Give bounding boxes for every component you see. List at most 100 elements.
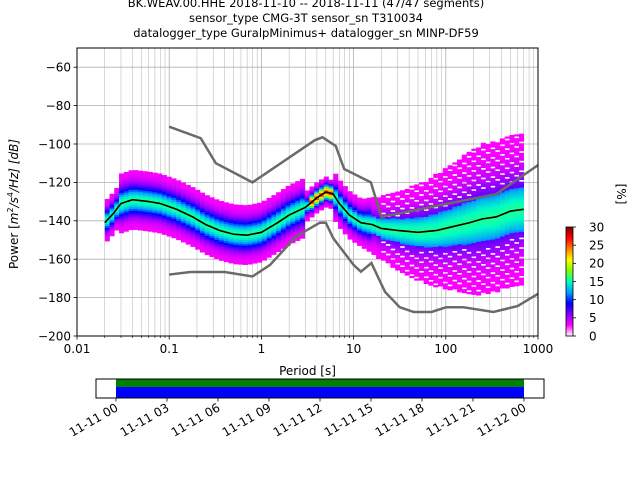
density-cell — [376, 239, 382, 242]
density-cell — [280, 215, 286, 219]
density-cell — [328, 197, 334, 200]
density-cell — [180, 213, 186, 216]
density-cell — [518, 154, 525, 157]
density-cell — [109, 220, 115, 223]
density-cell — [128, 212, 134, 215]
density-cell — [190, 187, 196, 190]
density-cell — [428, 212, 434, 215]
density-cell — [452, 195, 458, 198]
density-cell — [414, 236, 420, 239]
density-cell — [490, 177, 496, 181]
density-cell — [238, 239, 244, 242]
density-cell — [476, 222, 482, 225]
density-cell — [509, 259, 515, 262]
density-cell — [266, 224, 272, 228]
density-cell — [442, 219, 448, 223]
density-cell — [452, 256, 458, 259]
density-cell — [438, 242, 444, 245]
density-cell — [190, 189, 196, 192]
density-cell — [171, 222, 177, 225]
density-cell — [380, 210, 386, 213]
density-cell — [433, 179, 439, 182]
density-cell — [418, 264, 425, 268]
density-cell — [499, 140, 505, 143]
density-cell — [295, 231, 301, 234]
density-cell — [147, 181, 153, 184]
density-cell — [414, 218, 420, 222]
density-cell — [323, 178, 329, 181]
density-cell — [414, 222, 420, 225]
density-cell — [499, 207, 505, 210]
density-cell — [166, 188, 172, 191]
density-cell — [385, 197, 391, 200]
density-cell — [176, 199, 182, 202]
density-cell — [404, 221, 410, 224]
density-cell — [442, 233, 448, 236]
density-cell — [290, 193, 296, 196]
density-cell — [447, 220, 453, 224]
density-cell — [266, 251, 272, 254]
density-cell — [395, 243, 401, 246]
density-cell — [428, 185, 434, 188]
density-cell — [438, 284, 444, 287]
density-cell — [128, 224, 134, 227]
density-cell — [119, 225, 125, 228]
density-cell — [366, 228, 372, 231]
density-cell — [204, 202, 210, 206]
density-cell — [471, 233, 477, 236]
density-cell — [228, 213, 234, 216]
density-cell — [447, 276, 453, 279]
density-cell — [404, 227, 410, 230]
density-cell — [104, 233, 110, 236]
density-cell — [299, 201, 306, 205]
density-cell — [271, 246, 277, 250]
density-cell — [447, 217, 453, 220]
density-cell — [409, 229, 415, 233]
density-cell — [442, 241, 448, 244]
density-cell — [238, 250, 244, 254]
density-cell — [361, 198, 367, 201]
density-cell — [376, 216, 382, 219]
density-cell — [404, 206, 410, 209]
density-cell — [199, 204, 206, 207]
density-cell — [476, 147, 482, 150]
density-cell — [276, 199, 282, 203]
density-cell — [466, 284, 472, 287]
density-cell — [495, 167, 501, 170]
density-cell — [171, 184, 177, 187]
density-cell — [342, 205, 348, 208]
density-cell — [495, 174, 501, 178]
density-cell — [490, 279, 496, 282]
density-cell — [152, 178, 158, 181]
density-cell — [380, 198, 386, 202]
density-cell — [185, 209, 191, 213]
density-cell — [338, 220, 344, 224]
density-cell — [490, 243, 496, 246]
density-cell — [395, 235, 401, 238]
density-cell — [323, 205, 329, 208]
density-cell — [409, 220, 415, 223]
density-cell — [357, 199, 363, 202]
density-cell — [266, 201, 272, 204]
density-cell — [285, 193, 291, 196]
density-cell — [433, 215, 439, 219]
y-tick-label: −100 — [38, 137, 71, 151]
density-cell — [466, 243, 472, 247]
density-cell — [490, 162, 496, 165]
density-cell — [214, 241, 220, 244]
density-cell — [338, 199, 344, 203]
density-cell — [261, 206, 267, 209]
density-cell — [490, 179, 496, 183]
density-cell — [176, 180, 182, 183]
density-cell — [471, 152, 477, 155]
density-cell — [238, 227, 244, 231]
density-cell — [314, 199, 320, 202]
density-cell — [471, 267, 477, 270]
density-cell — [518, 235, 525, 238]
density-cell — [352, 198, 358, 201]
density-cell — [380, 218, 386, 221]
density-cell — [385, 213, 391, 216]
density-cell — [495, 171, 501, 174]
density-cell — [371, 225, 377, 229]
density-cell — [442, 246, 448, 250]
